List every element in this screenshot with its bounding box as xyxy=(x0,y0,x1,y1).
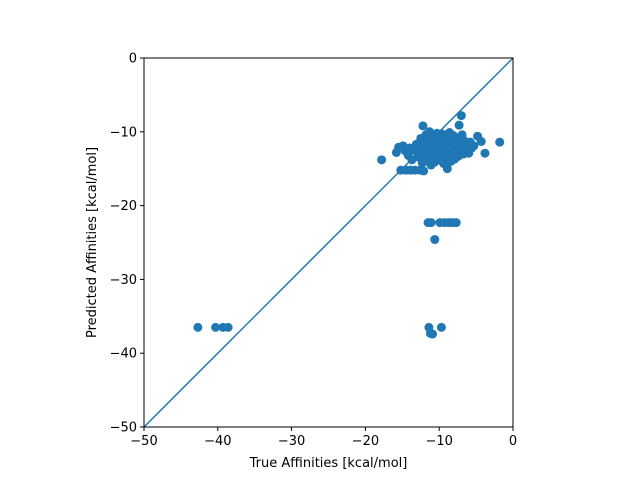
data-point xyxy=(430,235,440,245)
data-point xyxy=(193,322,203,332)
axes-frame xyxy=(143,57,514,428)
data-point xyxy=(211,322,221,332)
x-tick-label: −30 xyxy=(278,434,305,449)
data-point xyxy=(456,111,466,121)
data-point xyxy=(426,218,436,228)
identity-line xyxy=(143,57,514,428)
x-tick-label: 0 xyxy=(509,434,517,449)
data-point xyxy=(377,155,387,165)
x-tick-label: −50 xyxy=(130,434,157,449)
x-tick-label: −20 xyxy=(352,434,379,449)
data-point xyxy=(451,218,461,228)
y-tick-label: −30 xyxy=(110,273,137,288)
data-point xyxy=(476,136,486,146)
y-tick-label: −10 xyxy=(110,125,137,140)
y-tick-label: −50 xyxy=(110,421,137,436)
y-axis-ticks: −50 −40 −30 −20 −10 0 xyxy=(110,52,144,436)
data-point xyxy=(469,141,479,151)
x-axis-ticks: −50 −40 −30 −20 −10 0 xyxy=(130,427,517,449)
y-tick-label: −40 xyxy=(110,347,137,362)
data-point xyxy=(428,329,438,339)
data-point xyxy=(436,322,446,332)
data-point xyxy=(454,120,464,130)
plot-area xyxy=(143,57,514,428)
data-point xyxy=(419,166,429,176)
data-point xyxy=(418,121,428,131)
data-point xyxy=(480,148,490,158)
data-point xyxy=(223,322,233,332)
y-axis-label: Predicted Affinities [kcal/mol] xyxy=(85,147,100,338)
x-tick-label: −40 xyxy=(204,434,231,449)
y-tick-label: 0 xyxy=(129,52,137,67)
data-point xyxy=(495,137,505,147)
data-points xyxy=(193,111,505,339)
y-tick-label: −20 xyxy=(110,199,137,214)
data-point xyxy=(442,164,452,174)
x-axis-label: True Affinities [kcal/mol] xyxy=(249,456,408,471)
x-tick-label: −10 xyxy=(425,434,452,449)
